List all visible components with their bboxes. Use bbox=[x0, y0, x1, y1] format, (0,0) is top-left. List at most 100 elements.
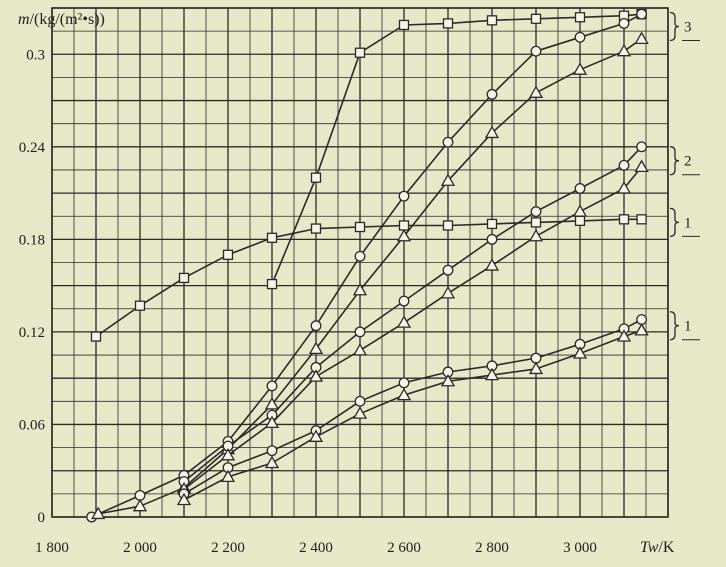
triangle-marker bbox=[572, 346, 588, 359]
circle-marker bbox=[310, 320, 322, 332]
x-tick-label: 2 800 bbox=[475, 540, 509, 556]
square-marker bbox=[618, 214, 630, 225]
square-marker bbox=[354, 47, 366, 58]
series-3 bbox=[86, 8, 648, 523]
triangle-marker bbox=[132, 498, 148, 512]
triangle-marker bbox=[484, 367, 500, 381]
circle-marker bbox=[636, 314, 648, 326]
series-8 bbox=[176, 323, 649, 506]
circle-marker bbox=[574, 183, 586, 194]
triangle-marker bbox=[440, 173, 456, 186]
triangle-marker bbox=[396, 387, 412, 401]
square-marker bbox=[574, 215, 586, 227]
square-marker bbox=[636, 214, 647, 225]
triangle-marker bbox=[396, 315, 412, 328]
y-tick-label: 0.18 bbox=[19, 232, 45, 248]
square-marker bbox=[310, 172, 322, 183]
series-line bbox=[183, 318, 642, 495]
circle-marker bbox=[636, 141, 648, 153]
triangle-marker bbox=[528, 361, 544, 375]
series-line bbox=[271, 13, 642, 285]
y-tick-label: 0.06 bbox=[19, 417, 46, 433]
group-label: 1 bbox=[684, 319, 692, 335]
triangle-marker bbox=[176, 492, 192, 506]
plot-frame bbox=[51, 7, 669, 518]
x-tick-label: 3 000 bbox=[563, 540, 597, 556]
triangle-marker bbox=[528, 85, 544, 98]
triangle-marker bbox=[616, 43, 632, 57]
group-label: 1 bbox=[684, 215, 692, 231]
series-line bbox=[183, 146, 643, 483]
triangle-marker bbox=[308, 341, 324, 355]
y-axis-ticks: 0 0.06 0.12 0.18 0.24 0.3 bbox=[19, 47, 46, 526]
group-bracket bbox=[669, 11, 680, 42]
group-label: 3 bbox=[684, 20, 692, 36]
square-marker bbox=[530, 13, 542, 24]
triangle-marker bbox=[308, 369, 324, 382]
group-brackets: 3 2 1 1 bbox=[669, 11, 700, 341]
square-marker bbox=[398, 19, 410, 31]
circle-marker bbox=[486, 233, 498, 245]
triangle-marker bbox=[616, 181, 632, 194]
circle-marker bbox=[354, 326, 366, 338]
group-label: 2 bbox=[684, 154, 692, 170]
triangle-marker bbox=[220, 447, 236, 461]
circle-marker bbox=[530, 352, 542, 364]
square-marker bbox=[310, 223, 322, 234]
x-axis-ticks: 1 800 2 000 2 200 2 400 2 600 2 800 3 000 bbox=[35, 540, 597, 556]
series-5 bbox=[178, 141, 648, 487]
triangle-marker bbox=[572, 62, 588, 75]
square-marker bbox=[266, 232, 278, 243]
triangle-marker bbox=[352, 343, 368, 356]
triangle-marker bbox=[352, 282, 368, 296]
square-marker bbox=[398, 220, 410, 231]
triangle-marker bbox=[352, 406, 368, 419]
triangle-marker bbox=[440, 373, 456, 387]
triangle-marker bbox=[528, 228, 544, 242]
triangle-marker bbox=[264, 455, 280, 469]
triangle-marker bbox=[308, 429, 324, 442]
x-tick-label: 2 000 bbox=[123, 540, 157, 556]
triangle-marker bbox=[572, 204, 588, 217]
triangle-marker bbox=[484, 125, 500, 139]
y-tick-label: 0.3 bbox=[26, 47, 45, 63]
y-tick-label: 0 bbox=[38, 510, 46, 526]
square-marker bbox=[354, 221, 366, 233]
y-tick-label: 0.12 bbox=[19, 325, 45, 341]
group-bracket bbox=[669, 311, 680, 341]
x-axis-title: Tw/K bbox=[640, 539, 675, 556]
x-tick-label: 2 200 bbox=[211, 540, 245, 556]
circle-marker bbox=[574, 31, 586, 43]
circle-marker bbox=[398, 190, 410, 202]
square-marker bbox=[442, 220, 454, 231]
triangle-marker bbox=[220, 469, 236, 483]
square-marker bbox=[222, 249, 234, 260]
square-marker bbox=[134, 300, 146, 311]
circle-marker bbox=[486, 88, 498, 100]
group-bracket bbox=[669, 146, 680, 176]
circle-marker bbox=[354, 395, 366, 407]
triangle-marker bbox=[440, 286, 456, 299]
circle-marker bbox=[636, 8, 648, 20]
triangle-marker bbox=[264, 415, 280, 429]
x-tick-label: 2 400 bbox=[299, 540, 333, 556]
y-axis-title: m/(kg/(m²•s)) bbox=[18, 11, 105, 28]
square-marker bbox=[530, 217, 542, 228]
series-layer bbox=[86, 8, 649, 523]
circle-marker bbox=[442, 264, 454, 276]
x-tick-label: 1 800 bbox=[35, 540, 69, 556]
triangle-marker bbox=[634, 31, 649, 44]
circle-marker bbox=[618, 17, 630, 29]
triangle-marker bbox=[91, 506, 106, 520]
circle-marker bbox=[398, 377, 410, 389]
square-marker bbox=[574, 12, 586, 23]
circle-marker bbox=[530, 45, 542, 57]
square-marker bbox=[178, 272, 190, 284]
grid bbox=[51, 7, 669, 518]
square-marker bbox=[90, 331, 102, 342]
square-marker bbox=[486, 15, 498, 26]
circle-marker bbox=[442, 136, 454, 148]
series-line bbox=[183, 329, 642, 501]
